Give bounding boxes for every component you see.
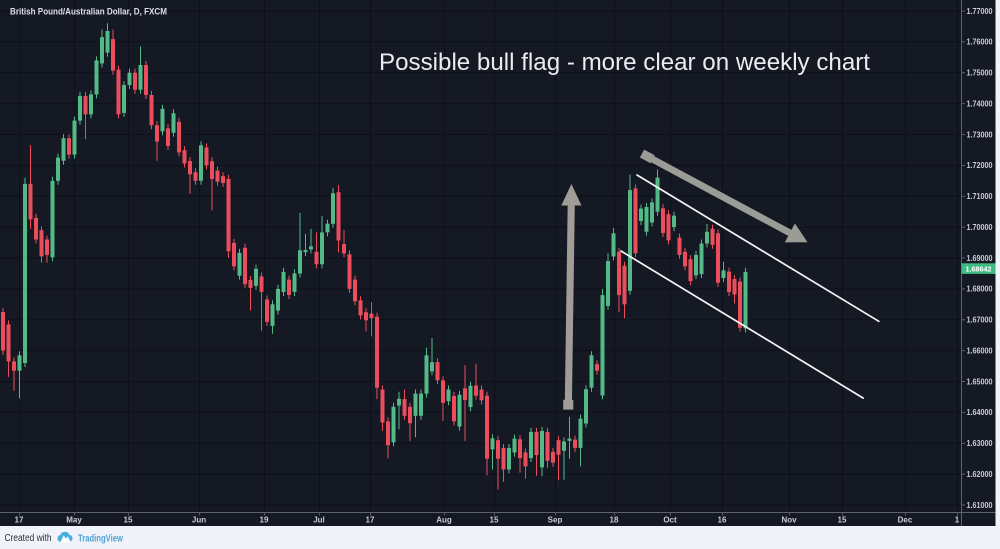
svg-text:1.66000: 1.66000	[967, 346, 993, 355]
svg-text:1.69000: 1.69000	[967, 254, 993, 263]
svg-text:15: 15	[124, 516, 133, 525]
svg-text:1.74000: 1.74000	[967, 99, 993, 108]
svg-text:Jun: Jun	[192, 516, 206, 525]
svg-text:1.63000: 1.63000	[967, 439, 993, 448]
svg-text:Oct: Oct	[663, 516, 677, 525]
svg-text:1.76000: 1.76000	[967, 38, 993, 47]
svg-text:1.71000: 1.71000	[967, 192, 993, 201]
svg-text:1.77000: 1.77000	[967, 7, 993, 16]
svg-text:15: 15	[490, 516, 499, 525]
svg-text:1.64000: 1.64000	[967, 408, 993, 417]
svg-text:Sep: Sep	[548, 516, 563, 525]
svg-text:1.75000: 1.75000	[967, 69, 993, 78]
svg-text:Nov: Nov	[781, 516, 797, 525]
svg-text:1.72000: 1.72000	[967, 161, 993, 170]
svg-text:1.68642: 1.68642	[966, 265, 992, 274]
svg-text:1.70000: 1.70000	[967, 223, 993, 232]
svg-text:17: 17	[15, 516, 24, 525]
svg-text:1.62000: 1.62000	[967, 470, 993, 479]
svg-text:1.73000: 1.73000	[967, 130, 993, 139]
svg-text:17: 17	[366, 516, 375, 525]
svg-text:1: 1	[955, 516, 960, 525]
svg-text:May: May	[66, 516, 82, 525]
svg-text:British Pound/Australian Dolla: British Pound/Australian Dollar, D, FXCM	[10, 7, 167, 17]
svg-text:19: 19	[260, 516, 269, 525]
svg-text:Jul: Jul	[313, 516, 325, 525]
svg-text:15: 15	[838, 516, 847, 525]
svg-text:Aug: Aug	[436, 516, 452, 525]
svg-text:Possible bull flag - more clea: Possible bull flag - more clear on weekl…	[379, 49, 870, 76]
svg-text:Dec: Dec	[898, 516, 913, 525]
svg-text:16: 16	[718, 516, 727, 525]
svg-text:18: 18	[610, 516, 619, 525]
svg-text:1.65000: 1.65000	[967, 377, 993, 386]
svg-text:TradingView: TradingView	[78, 534, 123, 545]
svg-text:1.61000: 1.61000	[967, 501, 993, 510]
svg-text:1.67000: 1.67000	[967, 316, 993, 325]
svg-text:1.68000: 1.68000	[967, 285, 993, 294]
svg-text:Created with: Created with	[5, 533, 52, 544]
